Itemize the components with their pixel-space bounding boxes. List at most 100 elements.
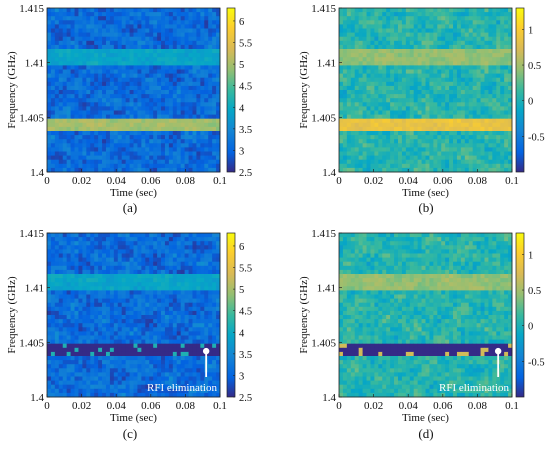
heatmap-cell — [50, 36, 56, 42]
heatmap-cell — [50, 278, 56, 283]
heatmap-cell — [94, 49, 99, 54]
heatmap-cell — [378, 126, 383, 132]
heatmap-cell — [496, 139, 501, 144]
heatmap-cell — [508, 81, 513, 87]
heatmap-cell — [113, 163, 119, 169]
heatmap-cell — [216, 282, 221, 287]
heatmap-cell — [397, 20, 403, 25]
heatmap-cell — [405, 110, 411, 115]
heatmap-cell — [47, 28, 52, 33]
heatmap-cell — [172, 24, 178, 29]
heatmap-cell — [460, 122, 466, 128]
heatmap-cell — [382, 81, 387, 87]
heatmap-cell — [47, 110, 52, 115]
heatmap-cell — [125, 253, 130, 258]
heatmap-cell — [66, 315, 71, 320]
heatmap-cell — [78, 131, 83, 136]
heatmap-cell — [216, 106, 221, 111]
heatmap-cell — [441, 24, 446, 29]
heatmap-cell — [216, 233, 221, 238]
heatmap-cell — [488, 135, 493, 140]
heatmap-cell — [74, 8, 79, 13]
heatmap-cell — [390, 90, 395, 95]
heatmap-cell — [94, 290, 99, 295]
heatmap-cell — [212, 163, 217, 169]
heatmap-cell — [350, 106, 356, 111]
heatmap-cell — [141, 155, 146, 161]
heatmap-cell — [437, 69, 442, 74]
heatmap-cell — [133, 122, 138, 128]
heatmap-cell — [346, 81, 352, 87]
heatmap-cell — [168, 286, 174, 291]
heatmap-cell — [78, 335, 83, 340]
heatmap-cell — [382, 16, 387, 21]
heatmap-cell — [212, 315, 217, 320]
heatmap-cell — [176, 159, 182, 165]
heatmap-cell — [346, 53, 352, 58]
heatmap-cell — [488, 110, 493, 115]
heatmap-cell — [58, 77, 64, 83]
heatmap-cell — [70, 261, 75, 267]
heatmap-cell — [137, 163, 142, 169]
heatmap-cell — [401, 57, 407, 62]
heatmap-cell — [180, 347, 186, 353]
heatmap-cell — [90, 298, 95, 304]
heatmap-cell — [216, 327, 221, 332]
heatmap-cell — [102, 77, 107, 83]
heatmap-cell — [141, 310, 146, 316]
heatmap-cell — [109, 323, 115, 328]
heatmap-cell — [460, 159, 466, 165]
heatmap-cell — [74, 69, 79, 74]
heatmap-cell — [78, 298, 83, 304]
heatmap-cell — [153, 302, 158, 308]
heatmap-cell — [417, 163, 422, 169]
heatmap-cell — [78, 319, 83, 324]
heatmap-cell — [153, 94, 158, 99]
heatmap-cell — [354, 49, 360, 54]
heatmap-cell — [397, 49, 403, 54]
heatmap-cell — [129, 315, 134, 320]
heatmap-cell — [488, 94, 493, 99]
heatmap-cell — [157, 274, 162, 279]
heatmap-cell — [508, 147, 513, 152]
heatmap-cell — [133, 81, 138, 87]
heatmap-cell — [508, 24, 513, 29]
heatmap-cell — [192, 331, 197, 336]
heatmap-cell — [90, 49, 95, 54]
heatmap-cell — [390, 53, 395, 58]
heatmap-cell — [433, 44, 438, 50]
heatmap-cell — [401, 28, 407, 33]
heatmap-cell — [129, 245, 134, 250]
heatmap-cell — [66, 347, 71, 353]
heatmap-cell — [200, 294, 205, 299]
heatmap-cell — [145, 57, 150, 62]
heatmap-cell — [62, 139, 68, 144]
heatmap-cell — [47, 8, 52, 13]
heatmap-cell — [109, 90, 115, 95]
heatmap-cell — [74, 49, 79, 54]
heatmap-cell — [161, 98, 166, 103]
heatmap-cell — [464, 36, 470, 42]
heatmap-cell — [109, 77, 115, 83]
heatmap-cell — [366, 73, 371, 79]
heatmap-cell — [94, 159, 99, 165]
heatmap-cell — [168, 269, 174, 275]
heatmap-cell — [212, 306, 217, 312]
heatmap-cell — [500, 69, 505, 74]
heatmap-cell — [94, 315, 99, 320]
heatmap-cell — [472, 90, 478, 95]
heatmap-cell — [212, 356, 217, 361]
heatmap-cell — [366, 135, 371, 140]
heatmap-cell — [70, 306, 75, 312]
heatmap-cell — [208, 90, 213, 95]
heatmap-cell — [441, 139, 446, 144]
heatmap-cell — [374, 118, 379, 124]
heatmap-cell — [66, 65, 71, 70]
heatmap-cell — [204, 343, 209, 349]
heatmap-cell — [184, 241, 189, 246]
heatmap-cell — [386, 147, 391, 152]
heatmap-cell — [164, 351, 170, 357]
heatmap-cell — [397, 143, 403, 148]
heatmap-cell — [460, 85, 466, 91]
heatmap-cell — [362, 73, 367, 79]
